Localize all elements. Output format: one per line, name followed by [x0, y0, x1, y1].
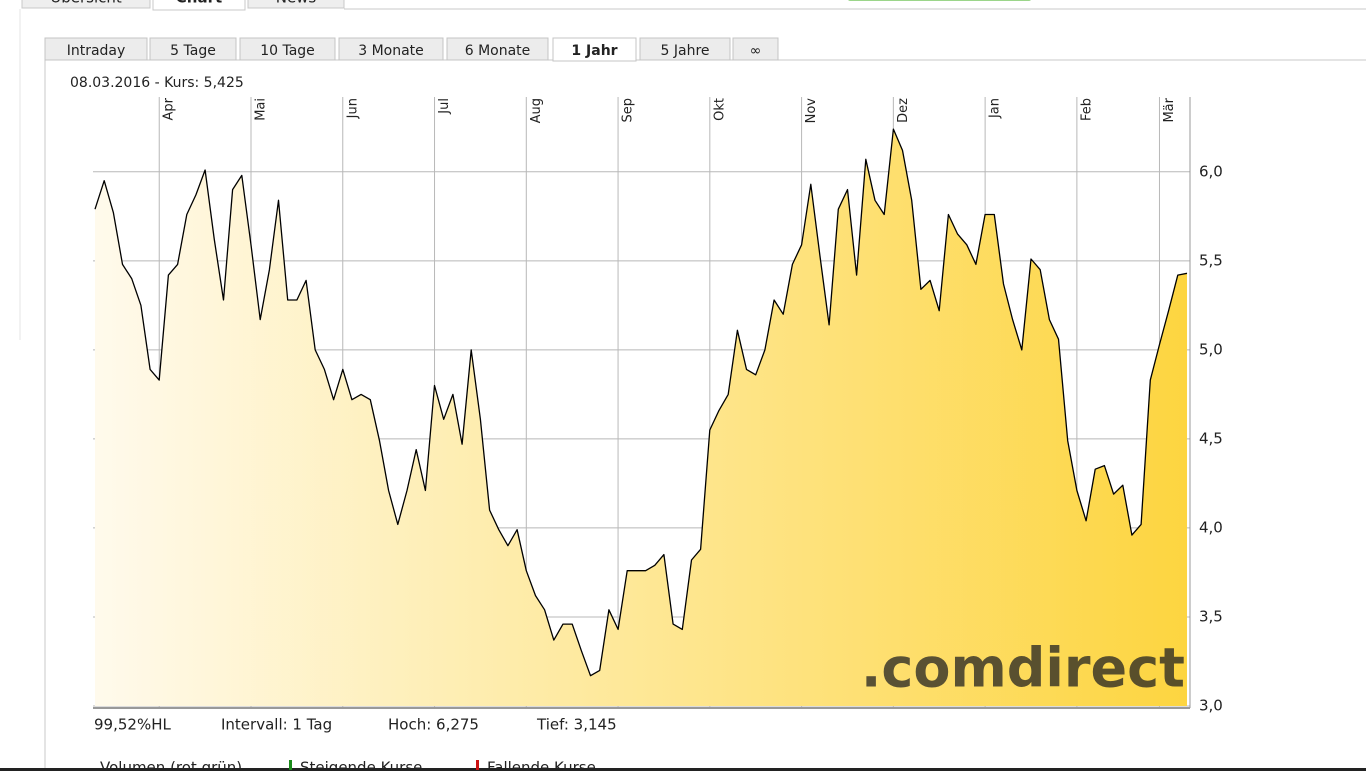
period-tab-label: 10 Tage: [260, 43, 315, 59]
y-tick-label: 4,5: [1199, 429, 1223, 447]
period-tab[interactable]: [552, 37, 637, 62]
period-tab[interactable]: [239, 37, 336, 61]
y-tick-label: 3,0: [1199, 697, 1223, 715]
action-button[interactable]: [848, 0, 1031, 1]
month-label: Mai: [254, 98, 269, 121]
month-label: Jun: [345, 98, 360, 119]
period-tab-label: 6 Monate: [465, 43, 531, 59]
top-tab[interactable]: [21, 0, 151, 9]
y-tick-label: 5,5: [1199, 251, 1223, 269]
period-tab-label: ∞: [750, 43, 762, 59]
period-tab[interactable]: [149, 37, 237, 61]
watermark: .comdirect: [861, 637, 1185, 700]
period-tab-label: 1 Jahr: [571, 43, 617, 59]
top-tab[interactable]: [152, 0, 246, 11]
period-tab[interactable]: [44, 37, 148, 61]
period-tab-label: 5 Jahre: [661, 43, 710, 59]
top-tab[interactable]: [247, 0, 345, 9]
legend-down: Fallende Kurse: [487, 759, 596, 771]
month-label: Mär: [1162, 97, 1177, 122]
month-label: Apr: [162, 97, 177, 120]
legend-swatch: [289, 760, 292, 770]
period-tab-label: Intraday: [67, 43, 126, 59]
stat: 99,52%HL: [94, 716, 171, 734]
y-tick-label: 5,0: [1199, 340, 1223, 358]
stat: Tief: 3,145: [536, 716, 617, 734]
month-label: Dez: [896, 98, 911, 123]
legend-up: Steigende Kurse: [300, 759, 422, 771]
y-tick-label: 4,0: [1199, 518, 1223, 536]
month-label: Nov: [804, 98, 819, 124]
period-tab-label: 5 Tage: [170, 43, 216, 59]
month-label: Feb: [1079, 98, 1094, 121]
top-tab-label: News: [276, 0, 317, 7]
month-label: Jul: [437, 98, 452, 115]
month-label: Sep: [621, 98, 636, 123]
period-tab[interactable]: [338, 37, 444, 61]
month-label: Jan: [988, 98, 1003, 119]
area: [95, 129, 1187, 707]
y-tick-label: 6,0: [1199, 162, 1223, 180]
top-tab-label: Übersicht: [50, 0, 122, 7]
top-tab-label: Chart: [176, 0, 222, 7]
month-label: Okt: [712, 98, 727, 121]
stat: Hoch: 6,275: [388, 716, 479, 734]
legend-title: Volumen (rot grün): [100, 759, 242, 771]
period-tab[interactable]: [446, 37, 549, 61]
y-tick-label: 3,5: [1199, 607, 1223, 625]
period-tab[interactable]: [732, 37, 779, 61]
header-line: 08.03.2016 - Kurs: 5,425: [70, 75, 244, 91]
period-tab[interactable]: [639, 37, 731, 61]
period-tab-label: 3 Monate: [358, 43, 424, 59]
legend-swatch: [476, 760, 479, 770]
price-line: [94, 128, 1188, 677]
month-label: Aug: [529, 98, 544, 123]
stat: Intervall: 1 Tag: [221, 716, 332, 734]
